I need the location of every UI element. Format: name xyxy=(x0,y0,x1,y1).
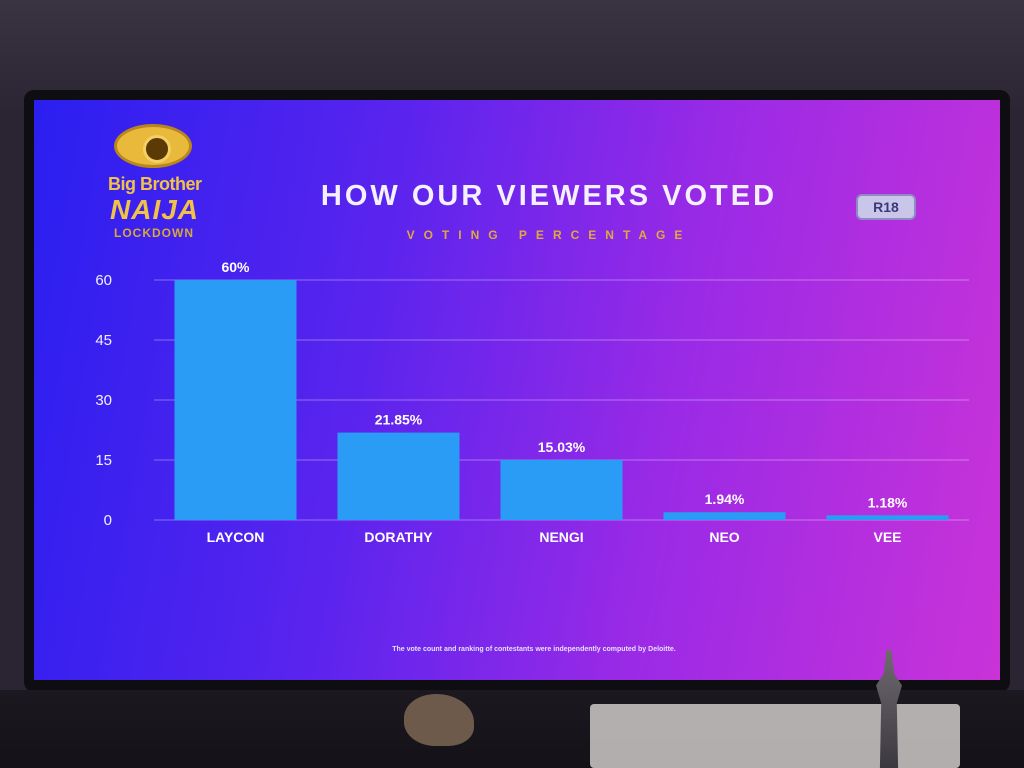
x-tick-label: LAYCON xyxy=(207,529,265,545)
chart-title: HOW OUR VIEWERS VOTED xyxy=(320,180,778,212)
data-label: 60% xyxy=(221,259,250,275)
tv-screen: Big Brother NAIJA LOCKDOWN HOW OUR VIEWE… xyxy=(34,100,1000,680)
x-tick-label: NEO xyxy=(709,529,739,545)
logo-line-1: Big Brother xyxy=(108,174,202,194)
relax-sign xyxy=(590,704,960,768)
logo-line-2: NAIJA xyxy=(110,194,200,225)
bar xyxy=(663,512,786,520)
rating-badge: R18 xyxy=(856,194,916,220)
footnote: The vote count and ranking of contestant… xyxy=(392,646,676,653)
bar-chart: 60 45 30 15 0 60% LAYCON 21.85% DORATHY 15.03% NEN… xyxy=(95,259,969,545)
data-label: 21.85% xyxy=(375,412,423,428)
bar xyxy=(174,280,297,520)
logo-line-3: LOCKDOWN xyxy=(114,226,194,240)
x-tick-label: NENGI xyxy=(539,529,583,545)
bar xyxy=(826,515,949,520)
y-tick-label: 60 xyxy=(95,272,112,289)
y-tick-label: 15 xyxy=(95,452,112,469)
eye-pupil xyxy=(143,135,171,163)
x-tick-label: DORATHY xyxy=(364,529,433,545)
eye-logo-icon xyxy=(114,124,192,168)
data-label: 1.94% xyxy=(705,491,745,507)
bird-figurine xyxy=(404,694,474,746)
bar xyxy=(500,459,623,520)
y-tick-label: 45 xyxy=(95,332,112,349)
x-tick-label: VEE xyxy=(873,529,901,545)
y-tick-label: 30 xyxy=(95,392,112,409)
show-logo: Big Brother NAIJA LOCKDOWN xyxy=(104,120,224,250)
y-tick-label: 0 xyxy=(104,512,112,529)
data-label: 15.03% xyxy=(538,439,586,455)
chart-subtitle: VOTING PERCENTAGE xyxy=(406,228,692,242)
data-label: 1.18% xyxy=(868,494,908,510)
bar xyxy=(337,432,460,520)
